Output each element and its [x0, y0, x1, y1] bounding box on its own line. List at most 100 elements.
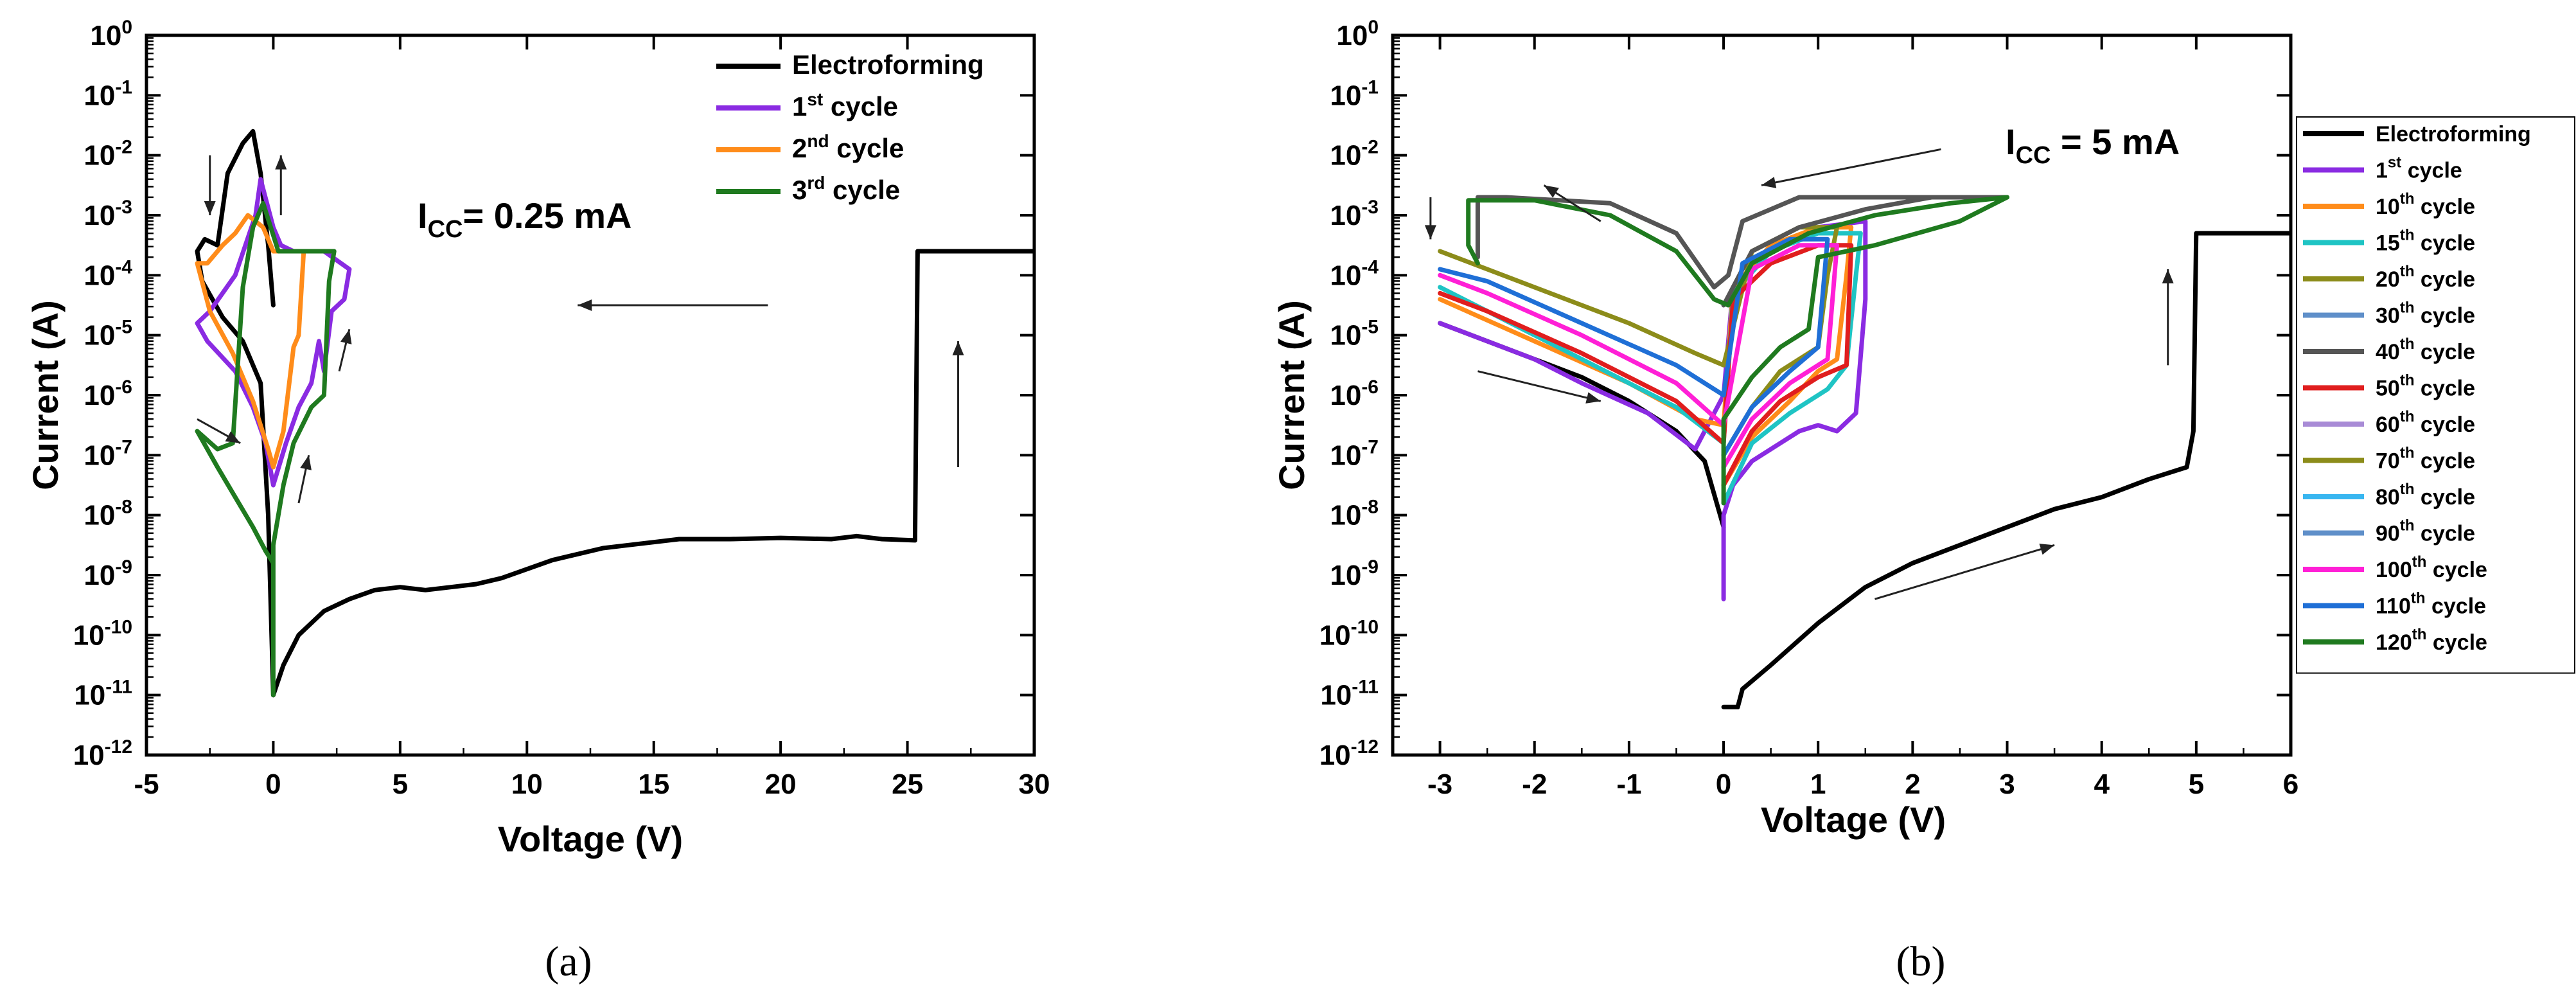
- legend-label-rest: cycle: [2426, 558, 2487, 582]
- tick-exponent: -2: [115, 137, 132, 158]
- legend-label: 50th cycle: [2376, 372, 2475, 401]
- tick-exponent: -10: [105, 616, 132, 637]
- legend-item: 15th cycle: [2303, 227, 2475, 256]
- series-line-110th-cycle: [1438, 236, 1830, 458]
- series-line-1st-cycle: [1438, 218, 1868, 601]
- tick-base: 10: [84, 140, 115, 172]
- legend-label-sup: th: [2400, 227, 2415, 244]
- tick-base: 10: [84, 380, 115, 411]
- legend-item: 110th cycle: [2303, 590, 2486, 619]
- y-tick-label: 10-4: [84, 256, 132, 291]
- y-tick-label: 10-11: [1320, 677, 1379, 711]
- legend-label: 1st cycle: [2376, 154, 2462, 183]
- legend-label-rest: cycle: [2414, 195, 2475, 219]
- direction-arrow: [952, 341, 964, 467]
- y-tick-label: 10-1: [84, 76, 132, 111]
- y-tick-label: 100: [90, 17, 132, 51]
- legend-label: 3rd cycle: [792, 173, 900, 205]
- tick-exponent: -11: [105, 677, 132, 698]
- legend-item: 3rd cycle: [716, 173, 900, 205]
- series-clip: [195, 129, 1034, 698]
- direction-arrow: [275, 155, 287, 215]
- annotation-text: = 0.25 mA: [463, 195, 631, 236]
- legend-label-rest: cycle: [2426, 630, 2487, 655]
- direction-arrow: [197, 418, 241, 444]
- legend-item: 50th cycle: [2303, 372, 2475, 401]
- y-tick-label: 10-8: [84, 497, 132, 531]
- tick-base: 10: [1319, 740, 1351, 771]
- x-tick-label: 25: [892, 769, 923, 800]
- tick-base: 10: [73, 619, 105, 651]
- legend-label: 70th cycle: [2376, 445, 2475, 474]
- legend-label-sup: th: [2400, 372, 2415, 389]
- legend-label-sup: nd: [807, 131, 829, 151]
- tick-base: 10: [84, 440, 115, 471]
- tick-base: 10: [1330, 140, 1361, 172]
- tick-base: 10: [1330, 380, 1361, 411]
- y-tick-label: 10-1: [1330, 76, 1379, 111]
- tick-base: 10: [1330, 560, 1361, 591]
- tick-base: 10: [84, 260, 115, 291]
- x-tick-label: 0: [1716, 769, 1731, 800]
- tick-base: 10: [84, 500, 115, 531]
- legend-label: 1st cycle: [792, 89, 898, 121]
- legend-item: 100th cycle: [2303, 553, 2487, 582]
- legend-label-sup: th: [2412, 553, 2427, 571]
- x-tick-label: 30: [1019, 769, 1050, 800]
- y-tick-label: 10-7: [84, 436, 132, 471]
- tick-exponent: -6: [1361, 377, 1379, 398]
- y-tick-label: 10-2: [1330, 137, 1379, 172]
- tick-base: 10: [84, 80, 115, 111]
- y-axis: 10010-110-210-310-410-510-610-710-810-91…: [73, 17, 1034, 771]
- direction-arrow: [1424, 197, 1436, 240]
- y-tick-label: 10-10: [73, 616, 132, 651]
- legend-label-base: 1: [2376, 159, 2388, 183]
- legend-item: 40th cycle: [2303, 335, 2475, 364]
- x-tick-label: 1: [1810, 769, 1826, 800]
- y-axis: 10010-110-210-310-410-510-610-710-810-91…: [1319, 17, 2291, 771]
- series-clip: [1438, 195, 2291, 709]
- y-tick-label: 10-3: [1330, 197, 1379, 231]
- x-axis: -5 0 5 10 15 20 25 30: [134, 35, 1050, 800]
- tick-exponent: -7: [115, 436, 132, 458]
- y-tick-label: 10-6: [1330, 377, 1379, 411]
- x-axis: -3 -2 -1 0 1 2 3 4 5 6: [1427, 35, 2298, 800]
- tick-base: 10: [1330, 80, 1361, 111]
- legend-label: Electroforming: [2376, 122, 2531, 147]
- x-tick-label: 4: [2094, 769, 2110, 800]
- legend-box: [2296, 116, 2575, 674]
- y-tick-label: 100: [1336, 17, 1379, 51]
- tick-exponent: -4: [115, 256, 132, 278]
- y-tick-label: 10-12: [1319, 736, 1379, 771]
- annotation-sub: CC: [428, 216, 463, 243]
- panel-label-a: (a): [545, 938, 592, 985]
- y-tick-label: 10-2: [84, 137, 132, 172]
- legend-label-rest: cycle: [2414, 413, 2475, 437]
- y-tick-label: 10-11: [74, 677, 132, 711]
- legend-label-rest: cycle: [2414, 485, 2475, 510]
- x-axis-title: Voltage (V): [1761, 799, 1946, 840]
- x-axis-title: Voltage (V): [498, 819, 683, 859]
- compliance-annotation: ICC= 0.25 mA: [418, 195, 632, 243]
- legend-item: Electroforming: [716, 49, 984, 80]
- legend-label: 110th cycle: [2376, 590, 2486, 619]
- legend-label-base: 3: [792, 175, 807, 205]
- x-tick-label: -3: [1427, 769, 1452, 800]
- legend-label-rest: cycle: [2414, 522, 2475, 546]
- annotation-base: I: [418, 195, 428, 236]
- y-tick-label: 10-9: [84, 556, 132, 591]
- tick-exponent: -4: [1361, 256, 1379, 278]
- arrow-group: [197, 155, 964, 504]
- legend-label: 60th cycle: [2376, 408, 2475, 437]
- legend-label-base: 80: [2376, 485, 2400, 510]
- annotation-sub: CC: [2016, 142, 2051, 169]
- compliance-annotation: ICC = 5 mA: [2006, 121, 2180, 169]
- series-line-120th-cycle: [1466, 195, 2009, 506]
- panel-b: 10010-110-210-310-410-510-610-710-810-91…: [1271, 17, 2575, 985]
- legend-label-base: Electroforming: [792, 49, 984, 80]
- legend-label-rest: cycle: [2414, 340, 2475, 364]
- x-tick-label: 6: [2283, 769, 2298, 800]
- x-tick-label: 15: [638, 769, 669, 800]
